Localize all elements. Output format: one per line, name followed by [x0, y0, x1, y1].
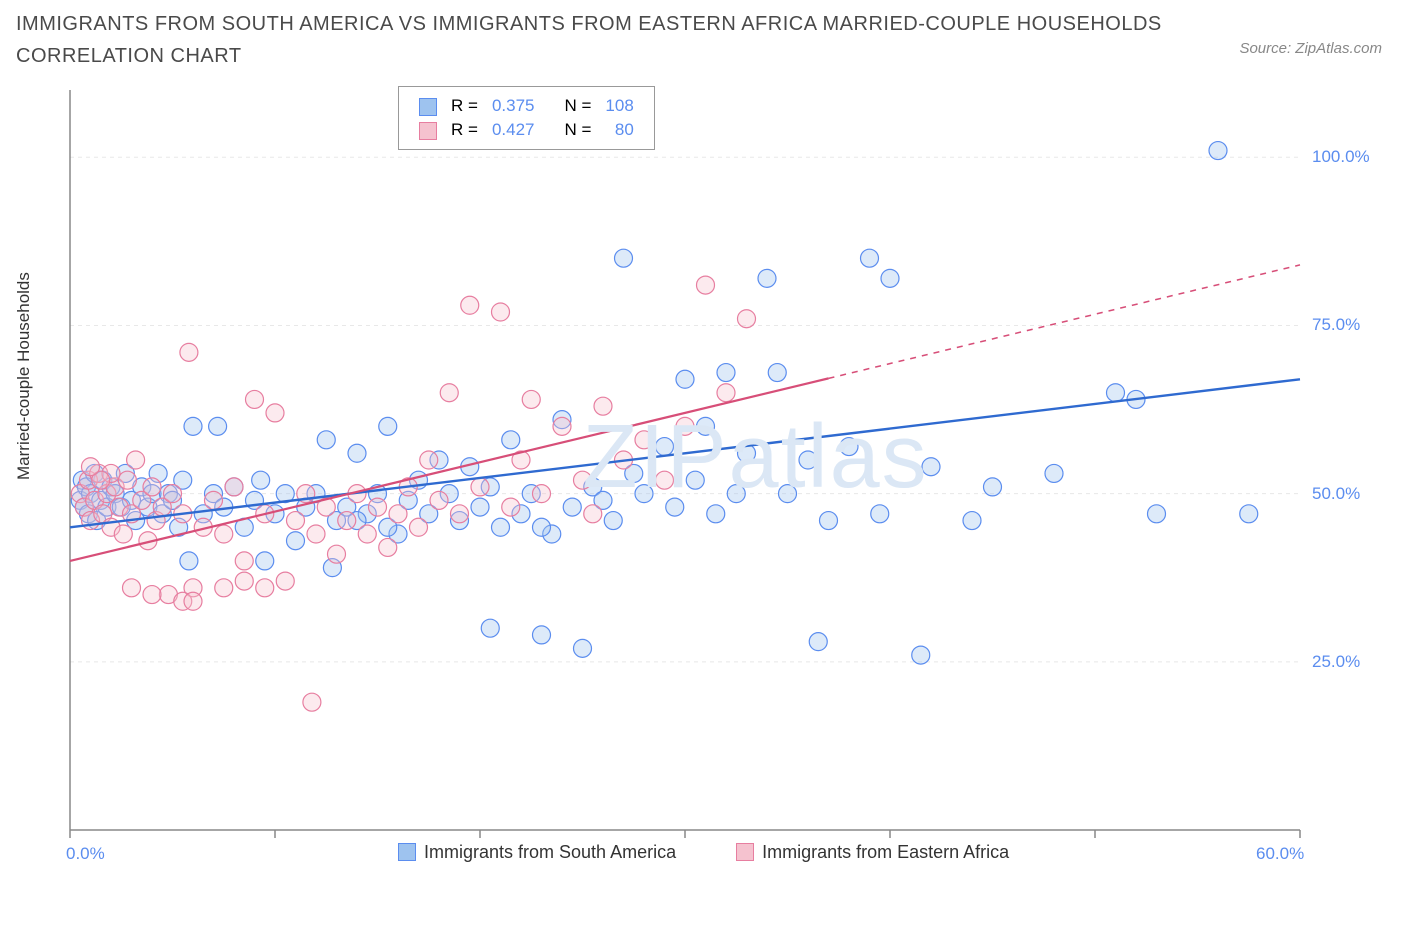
scatter-plot-svg — [60, 80, 1380, 870]
legend-r-value: 0.375 — [486, 95, 541, 117]
chart-title: IMMIGRANTS FROM SOUTH AMERICA VS IMMIGRA… — [16, 8, 1286, 72]
legend-n-label: N = — [558, 95, 597, 117]
legend-n-value: 80 — [599, 119, 639, 141]
y-tick-label: 25.0% — [1312, 652, 1360, 672]
y-tick-label: 100.0% — [1312, 147, 1370, 167]
legend-swatch — [419, 122, 437, 140]
legend-n-value: 108 — [599, 95, 639, 117]
legend-series-label: Immigrants from South America — [424, 842, 676, 862]
y-tick-label: 75.0% — [1312, 315, 1360, 335]
legend-r-label: R = — [445, 119, 484, 141]
legend-swatch — [419, 98, 437, 116]
source-label: Source: ZipAtlas.com — [1239, 40, 1382, 57]
correlation-legend-box: R =0.375 N =108 R =0.427 N =80 — [398, 86, 655, 150]
plot-area: ZIPatlas — [60, 80, 1380, 870]
legend-r-value: 0.427 — [486, 119, 541, 141]
legend-series-label: Immigrants from Eastern Africa — [762, 842, 1009, 862]
x-tick-label: 60.0% — [1256, 844, 1304, 864]
y-axis-label: Married-couple Households — [14, 272, 34, 480]
legend-r-label: R = — [445, 95, 484, 117]
series-legend: Immigrants from South America Immigrants … — [398, 842, 1009, 863]
legend-n-label: N = — [558, 119, 597, 141]
x-tick-label: 0.0% — [66, 844, 105, 864]
y-tick-label: 50.0% — [1312, 484, 1360, 504]
legend-swatch — [736, 843, 754, 861]
legend-swatch — [398, 843, 416, 861]
